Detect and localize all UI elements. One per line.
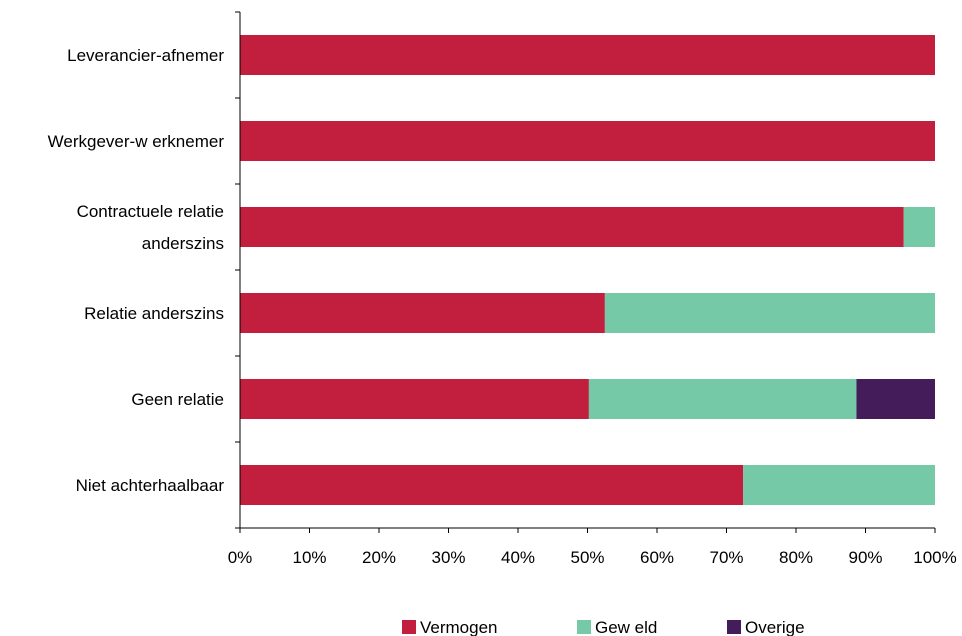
x-tick-label: 0%: [228, 548, 253, 567]
bar-vermogen-2: [240, 207, 904, 247]
category-label: Leverancier-afnemer: [67, 46, 224, 65]
category-label: Werkgever-w erknemer: [48, 132, 225, 151]
category-labels: Leverancier-afnemer Werkgever-w erknemer C…: [48, 46, 225, 495]
bar-vermogen-5: [240, 465, 744, 505]
axes: [235, 11, 936, 533]
x-tick-label: 100%: [913, 548, 956, 567]
x-tick-label: 50%: [570, 548, 604, 567]
bar-gew-eld-2: [903, 207, 935, 247]
legend-swatch-vermogen: [402, 620, 416, 634]
category-label: Relatie anderszins: [84, 304, 224, 323]
bar-gew-eld-3: [604, 293, 935, 333]
x-tick-label: 30%: [431, 548, 465, 567]
x-tick-labels: 0% 10% 20% 30% 40% 50% 60% 70% 80% 90% 100%: [228, 548, 957, 567]
legend-label: Gew eld: [595, 618, 657, 636]
legend-swatch-overige: [727, 620, 741, 634]
x-tick-label: 60%: [640, 548, 674, 567]
legend-swatch-gew-eld: [577, 620, 591, 634]
bar-vermogen-1: [240, 121, 935, 161]
x-tick-label: 90%: [848, 548, 882, 567]
category-label: Geen relatie: [131, 390, 224, 409]
legend-label: Overige: [745, 618, 805, 636]
bar-gew-eld-5: [743, 465, 935, 505]
legend: Vermogen Gew eld Overige: [402, 618, 805, 636]
bar-vermogen-3: [240, 293, 605, 333]
bar-vermogen-4: [240, 379, 589, 419]
bar-vermogen-0: [240, 35, 935, 75]
x-tick-label: 80%: [779, 548, 813, 567]
category-label: Contractuele relatie anderszins: [77, 202, 224, 253]
x-tick-label: 70%: [709, 548, 743, 567]
bar-gew-eld-4: [588, 379, 857, 419]
bars: [240, 35, 935, 505]
legend-label: Vermogen: [420, 618, 498, 636]
category-label: Niet achterhaalbaar: [76, 476, 225, 495]
x-tick-label: 40%: [501, 548, 535, 567]
x-tick-label: 10%: [292, 548, 326, 567]
bar-overige-4: [856, 379, 935, 419]
x-tick-label: 20%: [362, 548, 396, 567]
